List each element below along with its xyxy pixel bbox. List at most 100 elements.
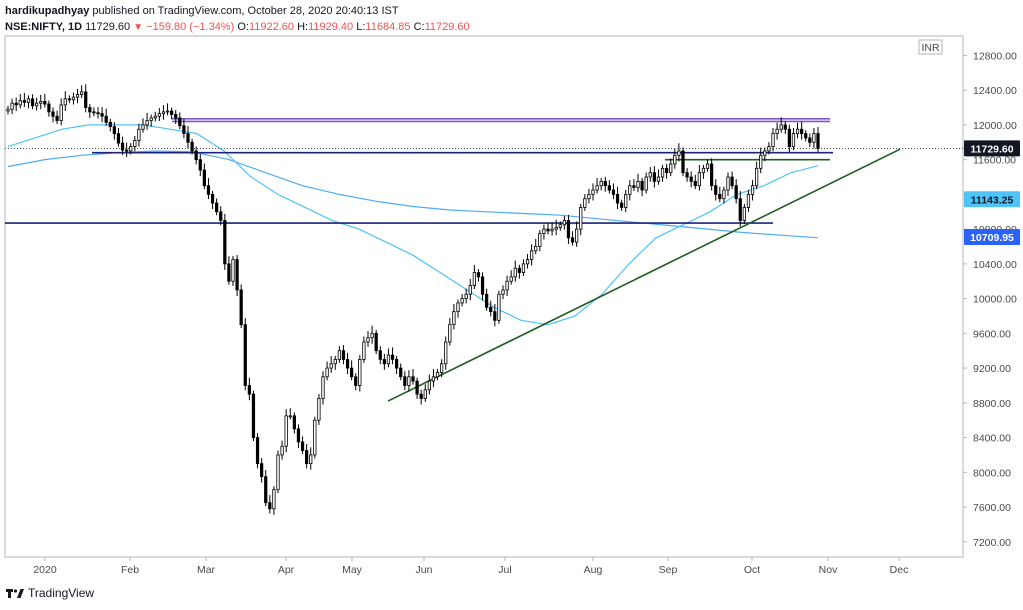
candle-body — [251, 393, 256, 438]
candle-body — [112, 126, 116, 134]
candle-body — [603, 180, 607, 187]
candle-body — [640, 180, 644, 191]
candle-body — [210, 193, 215, 204]
candle-body — [272, 489, 276, 510]
candle-body — [636, 180, 640, 188]
y-tick-label: 7600.00 — [973, 502, 1011, 514]
candle-body — [783, 124, 787, 130]
candle-body — [51, 111, 55, 117]
price-tag-label: 11143.25 — [971, 194, 1014, 206]
price-tag — [964, 191, 1020, 208]
close-value: 11729.60 — [424, 21, 470, 33]
candle-body — [448, 324, 452, 343]
candle-body — [219, 211, 223, 221]
candle-body — [18, 100, 22, 106]
footer: TradingView — [6, 586, 94, 600]
low-label: L: — [356, 21, 366, 33]
author-name[interactable]: hardikupadhyay — [5, 5, 90, 17]
x-tick-label: Jun — [416, 564, 433, 576]
candle-body — [120, 142, 125, 151]
high-value: 11929.40 — [308, 21, 354, 33]
candle-body — [591, 189, 595, 195]
candle-body — [599, 180, 603, 187]
candle-body — [489, 306, 493, 313]
currency-label: INR — [921, 42, 940, 54]
x-tick-label: Apr — [278, 564, 295, 576]
candle-body — [247, 385, 251, 395]
candle-body — [157, 113, 161, 117]
candle-body — [288, 415, 292, 418]
candle-body — [419, 393, 423, 399]
candle-body — [141, 124, 145, 130]
low-value: 11684.85 — [365, 21, 411, 33]
tradingview-brand[interactable]: TradingView — [28, 586, 95, 600]
y-tick-label: 8400.00 — [973, 433, 1011, 445]
candle-body — [730, 176, 734, 187]
candle-body — [497, 293, 501, 321]
candle-body — [791, 133, 796, 148]
candle-body — [656, 176, 661, 182]
candle-body — [611, 189, 616, 195]
candle-body — [255, 437, 260, 465]
candle-body — [718, 193, 722, 200]
y-tick-label: 12800.00 — [973, 50, 1017, 62]
open-label: O: — [237, 21, 249, 33]
candle-body — [485, 293, 489, 308]
high-label: H: — [297, 21, 309, 33]
candle-body — [276, 454, 280, 491]
candle-body — [579, 207, 583, 230]
candle-body — [763, 150, 767, 156]
x-tick-label: Nov — [819, 564, 838, 576]
candle-body — [800, 128, 804, 134]
candle-body — [362, 341, 366, 360]
symbol-label[interactable]: NSE:NIFTY, 1D — [5, 21, 83, 33]
candle-body — [464, 293, 468, 300]
candle-body — [198, 159, 202, 171]
candle-body — [260, 463, 264, 478]
candle-body — [677, 150, 681, 156]
y-tick-label: 7200.00 — [973, 537, 1011, 549]
candle-body — [714, 185, 718, 195]
candle-body — [137, 128, 141, 141]
candle-body — [595, 185, 599, 191]
candle-body — [456, 302, 460, 313]
moving-average-slow — [7, 150, 819, 239]
candle-body — [546, 228, 550, 232]
candle-body — [88, 107, 92, 113]
x-tick-label: Mar — [197, 564, 216, 576]
moving-average-fast — [7, 124, 819, 326]
candle-body — [431, 376, 436, 382]
candle-body — [771, 133, 775, 148]
candle-body — [22, 100, 26, 103]
candle-body — [125, 149, 129, 152]
currency-badge — [918, 39, 943, 55]
candle-body — [350, 367, 354, 378]
candle-body — [615, 193, 620, 204]
x-tick-label: Aug — [584, 564, 603, 576]
candle-body — [194, 150, 198, 161]
price-tag — [964, 228, 1020, 245]
x-tick-label: May — [342, 564, 363, 576]
candle-body — [313, 419, 317, 456]
candle-body — [43, 101, 47, 105]
candle-body — [6, 108, 10, 112]
candle-body — [333, 358, 337, 365]
candle-body — [452, 311, 456, 326]
candle-body — [378, 350, 382, 360]
candle-body — [505, 280, 509, 291]
candle-body — [309, 454, 313, 465]
candle-body — [538, 233, 542, 247]
candle-body — [268, 502, 272, 510]
candle-body — [750, 185, 755, 195]
candle-body — [468, 285, 472, 295]
candle-body — [358, 358, 362, 386]
candle-body — [329, 363, 333, 369]
candle-body — [517, 267, 521, 273]
candle-body — [71, 96, 76, 101]
candle-body — [63, 98, 67, 106]
open-value: 11922.60 — [248, 21, 295, 33]
candle-body — [411, 376, 415, 382]
candle-body — [223, 220, 227, 265]
candle-body — [174, 114, 178, 119]
